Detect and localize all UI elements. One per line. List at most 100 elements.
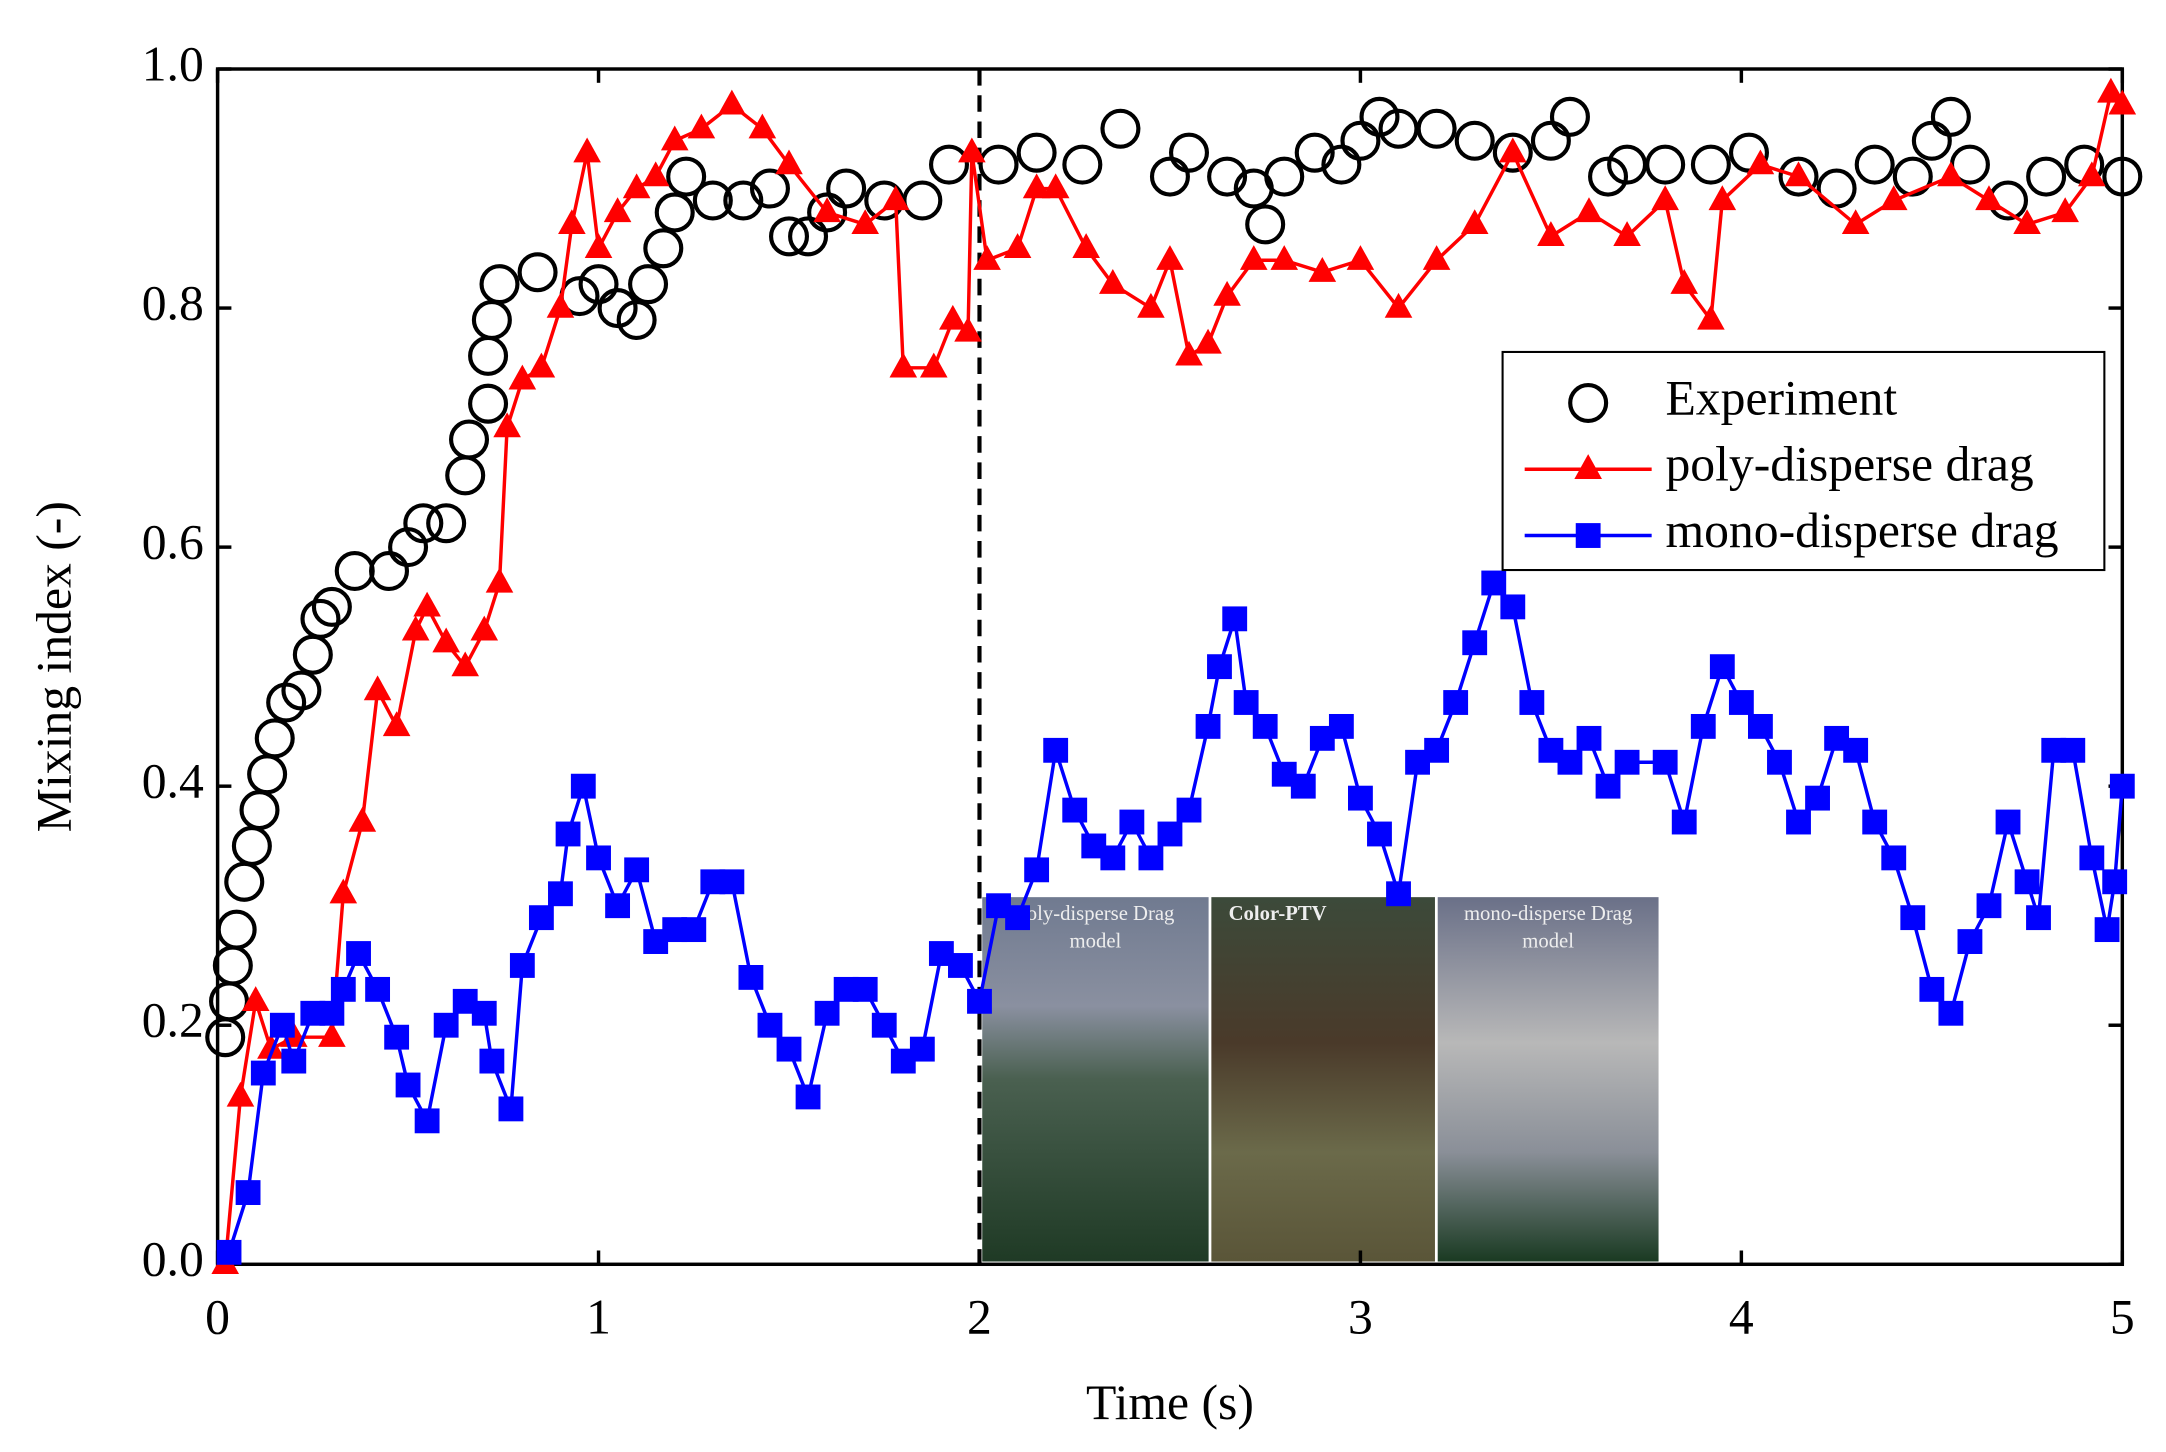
marker-square [757,1012,783,1038]
marker-square [1843,737,1869,763]
y-tick-label: 0.4 [142,754,204,809]
marker-square [1348,785,1373,811]
marker-triangle [558,209,586,235]
marker-circle [468,383,509,424]
marker-triangle [241,986,270,1011]
marker-square [1119,809,1145,835]
marker-circle [1854,144,1895,185]
marker-triangle [622,173,651,199]
marker-circle [692,180,733,221]
marker-triangle [1697,304,1725,330]
marker-circle [517,252,558,293]
marker-triangle [2108,89,2137,115]
marker-square [1786,809,1811,835]
marker-triangle [1975,185,2003,211]
marker-triangle [1137,292,1165,318]
x-tick-label: 5 [2110,1290,2135,1345]
marker-triangle [1784,161,1813,187]
legend-label: mono-disperse drag [1665,503,2058,558]
marker-square [1976,893,2002,919]
marker-circle [1454,120,1495,161]
marker-square [414,1108,440,1134]
marker-square [1575,523,1601,548]
marker-circle [1892,156,1933,197]
marker-triangle [1041,173,1070,199]
marker-triangle [527,352,556,378]
marker-triangle [1499,137,1527,163]
plot-frame [215,67,2125,1267]
marker-triangle [451,651,480,677]
x-tick-label: 0 [205,1290,230,1345]
y-tick-label: 0.2 [142,993,204,1048]
inset-label: mono-disperse Drag model [1464,903,1632,953]
marker-triangle [1213,280,1241,306]
marker-square [1957,929,1983,954]
marker-triangle [1022,173,1051,199]
marker-square [1747,713,1773,739]
marker-square [1252,713,1278,739]
marker-circle [1100,108,1141,149]
inset-panel [1437,897,1659,1262]
marker-triangle [493,412,521,438]
marker-square [1157,821,1183,847]
x-tick-label: 2 [967,1290,992,1345]
marker-square [1576,725,1602,751]
marker-circle [1607,144,1648,185]
marker-square [498,1096,524,1122]
marker-square [1222,606,1248,632]
marker-circle [768,216,810,257]
marker-circle [628,264,669,305]
marker-square [1024,857,1050,883]
marker-triangle [508,364,537,390]
inset-label: poly-disperse Drag model [1016,903,1174,953]
marker-triangle [1422,245,1451,270]
marker-square [235,1180,261,1205]
marker-square [1767,749,1792,775]
marker-triangle [1156,245,1184,270]
marker-circle [1207,156,1248,197]
marker-triangle [660,125,689,151]
marker-triangle [748,113,777,139]
marker-triangle [851,209,880,235]
marker-triangle [363,675,392,701]
marker-circle [1778,156,1819,197]
marker-square [1424,737,1450,763]
marker-triangle [318,1022,346,1047]
marker-square [738,965,764,990]
marker-square [1481,570,1507,596]
marker-square [948,953,973,978]
series [211,77,2137,1274]
marker-square [1881,845,1907,871]
marker-triangle [687,113,716,139]
marker-circle [281,670,322,711]
marker-circle [1378,108,1419,149]
marker-triangle [2078,161,2106,187]
marker-square [1614,749,1640,775]
marker-circle [1645,144,1686,185]
marker-circle [2026,156,2067,197]
marker-square [216,1239,242,1265]
marker-triangle [973,245,1001,270]
marker-circle [216,909,257,950]
marker-triangle [1708,185,1737,211]
marker-square [281,1048,307,1074]
marker-square [1557,749,1583,775]
marker-square [605,893,631,919]
marker-triangle [954,316,982,342]
marker-triangle [470,615,499,641]
marker-square [1176,797,1202,823]
marker-triangle [1194,328,1222,354]
marker-square [1900,905,1926,931]
marker-square [1728,690,1754,715]
marker-triangle [1239,245,1268,270]
marker-circle [928,144,970,185]
marker-square [1500,594,1526,620]
marker-triangle [432,627,460,653]
marker-square [509,953,535,978]
marker-triangle [1460,209,1489,235]
marker-square [1062,797,1088,823]
marker-square [1652,749,1678,775]
marker-square [795,1084,821,1110]
marker-triangle [889,352,918,378]
marker-triangle [1670,268,1699,294]
